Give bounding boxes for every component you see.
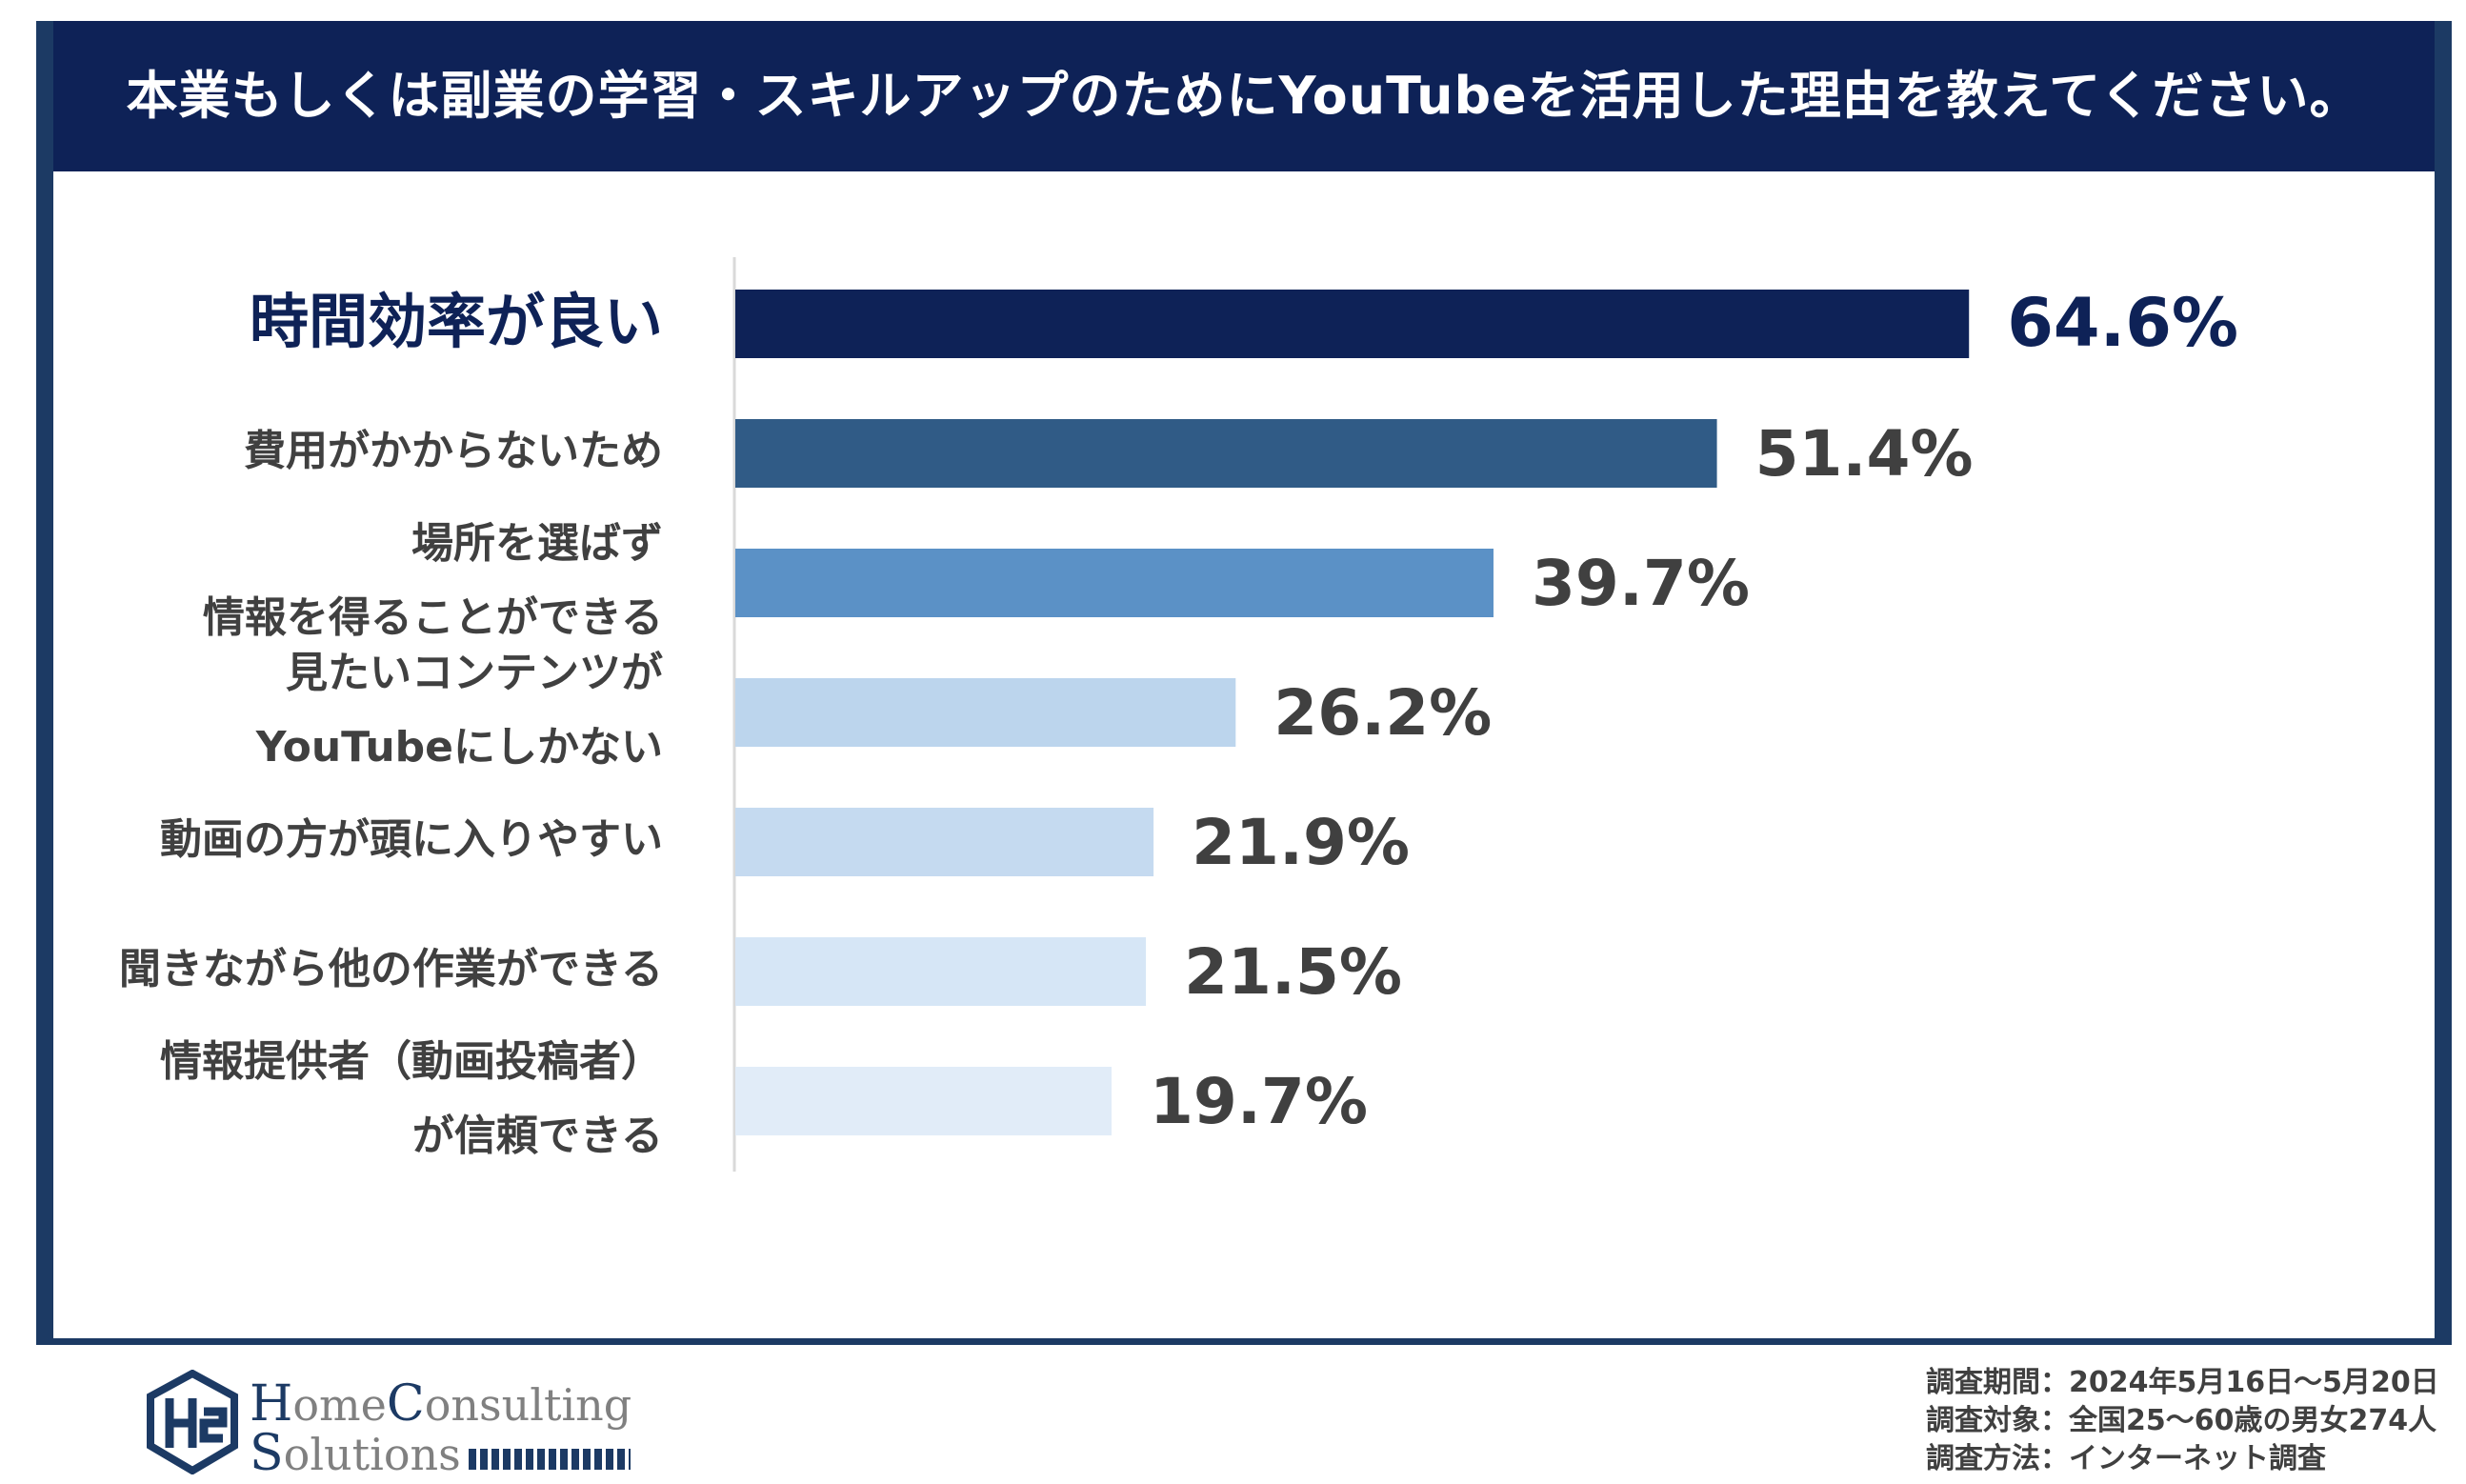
value-label-7: 19.7%	[1149, 1065, 1368, 1138]
category-label-line: が信頼できる	[411, 1112, 663, 1160]
category-label-line: 動画の方が頭に入りやすい	[160, 815, 663, 864]
survey-footnote: 調査期間：2024年5月16日～5月20日 調査対象：全国25～60歳の男女27…	[1926, 1364, 2439, 1478]
category-label-line: YouTubeにしかない	[255, 723, 663, 772]
bar-chart	[732, 257, 1970, 1172]
category-label-5: 動画の方が頭に入りやすい	[160, 812, 663, 868]
category-label-3: 場所を選ばず情報を得ることができる	[203, 507, 663, 655]
chart-panel: 時間効率が良い 費用がかからないため 場所を選ばず 情報を得ることができる 見たいコンテ…	[53, 171, 2439, 1478]
category-label-line: 費用がかからないため	[244, 427, 663, 475]
category-label-line: 見たいコンテンツが	[286, 649, 663, 697]
category-label-4: 見たいコンテンツが YouTubeにしかない	[256, 636, 663, 785]
bar-1	[735, 290, 1970, 358]
bar-5	[735, 808, 1154, 876]
bar-2	[735, 419, 1717, 488]
bar-7	[735, 1067, 1112, 1135]
bar-3	[735, 549, 1494, 617]
value-label-3: 39.7%	[1531, 547, 1750, 620]
category-label-line: 場所を選ばず	[411, 519, 663, 568]
chart-title: 本業もしくは副業の学習・スキルアップのためにYouTubeを活用した理由を教えて…	[53, 21, 2435, 171]
value-label-6: 21.5%	[1184, 935, 1403, 1009]
bar-6	[735, 937, 1147, 1006]
category-label-6: 聞きながら他の作業ができる	[119, 941, 663, 997]
logo-text-line2: Solutions	[250, 1429, 631, 1478]
category-label-line: 時間効率が良い	[249, 287, 663, 356]
logo-text-line1: HomeConsulting	[250, 1375, 632, 1433]
bar-4	[735, 678, 1236, 747]
value-label-4: 26.2%	[1273, 676, 1493, 750]
footnote-method: 調査方法：インターネット調査	[1926, 1442, 2326, 1475]
category-label-line: 情報提供者（動画投稿者）	[160, 1037, 663, 1086]
logo-mark-icon	[147, 1369, 238, 1475]
category-label-7: 情報提供者（動画投稿者） が信頼できる	[160, 1025, 663, 1173]
company-logo: HomeConsulting Solutions	[145, 1369, 678, 1484]
value-label-5: 21.9%	[1192, 806, 1411, 879]
category-label-1: 時間効率が良い	[250, 282, 663, 362]
category-label-line: 聞きながら他の作業ができる	[118, 945, 663, 993]
footnote-period: 調査期間：2024年5月16日～5月20日	[1926, 1366, 2439, 1399]
value-label-2: 51.4%	[1754, 417, 1974, 491]
category-label-line: 情報を得ることができる	[202, 593, 663, 642]
category-label-2: 費用がかからないため	[244, 423, 663, 479]
footnote-target: 調査対象：全国25～60歳の男女274人	[1926, 1404, 2437, 1437]
value-label-1: 64.6%	[2007, 284, 2239, 362]
